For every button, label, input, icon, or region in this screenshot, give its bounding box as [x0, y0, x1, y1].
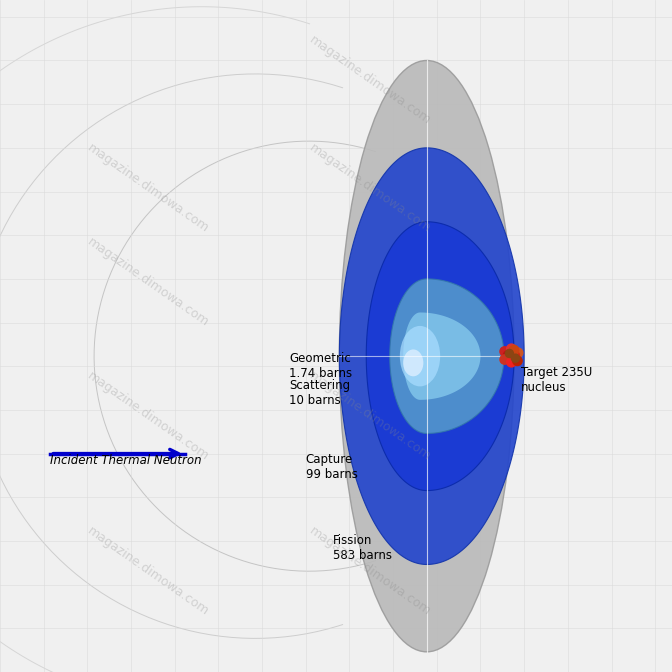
Polygon shape — [339, 148, 524, 564]
Circle shape — [510, 351, 519, 360]
Text: magazine.dimowa.com: magazine.dimowa.com — [85, 235, 211, 329]
Text: magazine.dimowa.com: magazine.dimowa.com — [85, 524, 211, 618]
Text: magazine.dimowa.com: magazine.dimowa.com — [306, 370, 433, 464]
Text: Fission
583 barns: Fission 583 barns — [333, 534, 392, 562]
Ellipse shape — [339, 60, 514, 652]
Circle shape — [500, 355, 509, 364]
Circle shape — [511, 354, 519, 362]
Text: magazine.dimowa.com: magazine.dimowa.com — [85, 141, 211, 235]
Text: magazine.dimowa.com: magazine.dimowa.com — [85, 370, 211, 464]
Polygon shape — [390, 279, 504, 433]
Circle shape — [507, 344, 516, 353]
Circle shape — [513, 348, 523, 358]
Text: Incident Thermal Neutron: Incident Thermal Neutron — [50, 454, 202, 467]
Polygon shape — [366, 222, 514, 491]
Circle shape — [507, 358, 516, 367]
Text: Geometric
1.74 barns: Geometric 1.74 barns — [289, 352, 352, 380]
Polygon shape — [403, 312, 480, 400]
Text: magazine.dimowa.com: magazine.dimowa.com — [306, 34, 433, 128]
Text: Scattering
10 barns: Scattering 10 barns — [289, 379, 350, 407]
Circle shape — [513, 356, 522, 366]
Text: Target 235U
nucleus: Target 235U nucleus — [521, 366, 592, 394]
Circle shape — [505, 349, 513, 358]
Circle shape — [503, 351, 513, 360]
Text: magazine.dimowa.com: magazine.dimowa.com — [306, 524, 433, 618]
Ellipse shape — [403, 349, 423, 376]
Circle shape — [509, 345, 519, 355]
Text: magazine.dimowa.com: magazine.dimowa.com — [306, 141, 433, 235]
Circle shape — [500, 347, 509, 356]
Ellipse shape — [400, 326, 440, 386]
Text: Capture
99 barns: Capture 99 barns — [306, 453, 358, 481]
